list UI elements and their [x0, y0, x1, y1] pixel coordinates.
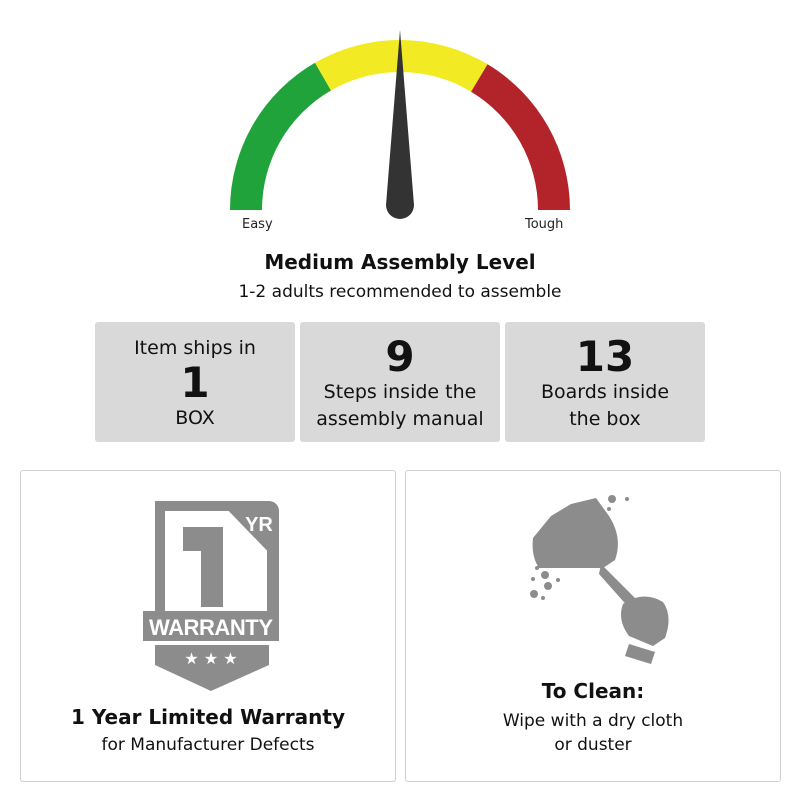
warranty-subtitle: for Manufacturer Defects [101, 735, 315, 755]
stat-label: BOX [175, 407, 215, 429]
badge-unit: YR [245, 514, 273, 536]
stat-label: the box [569, 408, 641, 430]
gauge-min-label: Easy [242, 217, 273, 232]
cleaning-line-1: Wipe with a dry cloth [502, 711, 684, 731]
gauge-segment-easy [230, 62, 331, 210]
stat-label: assembly manual [316, 408, 484, 430]
badge-text: WARRANTY [149, 615, 273, 640]
stat-boxes: Item ships in 1 BOX [95, 322, 295, 442]
duster-icon [530, 495, 669, 664]
gauge-needle [386, 30, 414, 219]
warranty-badge-icon: YR WARRANTY ★ ★ ★ [143, 501, 279, 691]
stat-number: 13 [575, 332, 635, 381]
assembly-level-title: Medium Assembly Level [264, 250, 536, 274]
stat-number: 1 [180, 358, 210, 407]
stat-label: Item ships in [134, 337, 256, 359]
stat-label: Steps inside the [323, 381, 477, 403]
stat-steps: 9 Steps inside the assembly manual [300, 322, 500, 442]
cleaning-line-2: or duster [554, 735, 632, 755]
stat-number: 9 [385, 332, 415, 381]
gauge-segment-tough [471, 64, 570, 210]
cleaning-panel: To Clean: Wipe with a dry cloth or duste… [405, 470, 781, 782]
stat-boards: 13 Boards inside the box [505, 322, 705, 442]
stat-label: Boards inside [540, 381, 670, 403]
svg-text:★ ★ ★: ★ ★ ★ [184, 649, 237, 668]
warranty-title: 1 Year Limited Warranty [70, 705, 345, 729]
gauge-max-label: Tough [525, 217, 564, 232]
cleaning-title: To Clean: [541, 679, 645, 703]
warranty-panel: YR WARRANTY ★ ★ ★ 1 Year Limited Warrant… [20, 470, 396, 782]
assembly-gauge [230, 30, 570, 219]
assembly-level-subtitle: 1-2 adults recommended to assemble [238, 282, 562, 302]
